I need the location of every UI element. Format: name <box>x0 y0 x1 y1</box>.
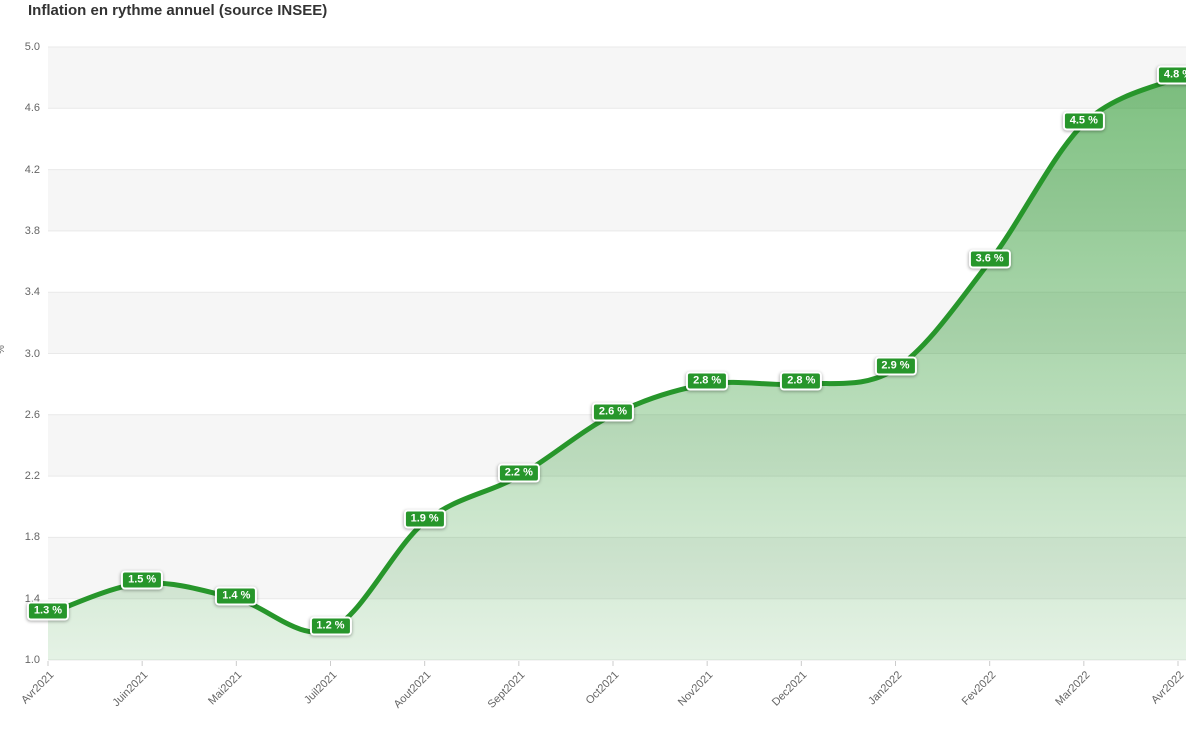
y-axis-tick-label: 3.8 <box>24 224 40 237</box>
data-label: 2.6 % <box>591 402 635 422</box>
data-label: 1.9 % <box>403 509 446 529</box>
data-label: 2.2 % <box>497 463 540 483</box>
data-label: 4.5 % <box>1062 111 1105 131</box>
data-label: 1.5 % <box>121 570 164 590</box>
plot-band <box>48 169 1186 231</box>
y-axis-tick-label: 5.0 <box>24 41 40 53</box>
data-label: 1.4 % <box>215 586 258 606</box>
y-axis-tick-label: 3.0 <box>24 347 40 360</box>
data-label: 2.9 % <box>874 356 917 376</box>
chart-canvas[interactable] <box>0 0 1186 700</box>
y-axis-tick-label: 2.6 <box>24 408 40 421</box>
plot-band <box>48 47 1186 109</box>
data-label: 4.8 % <box>1156 65 1186 85</box>
y-axis-tick-label: 3.4 <box>24 286 40 299</box>
y-axis-tick-label: 4.2 <box>24 163 40 176</box>
y-axis-tick-label: 2.2 <box>24 470 40 483</box>
area-fill <box>48 77 1186 660</box>
data-label: 1.3 % <box>26 601 70 621</box>
y-axis-tick-label: 1.0 <box>24 654 40 666</box>
chart-title: Inflation en rythme annuel (source INSEE… <box>28 2 328 19</box>
y-axis-tick-label: 1.8 <box>24 531 40 544</box>
data-label: 2.8 % <box>780 371 823 391</box>
data-label: 3.6 % <box>968 249 1011 269</box>
data-label: 2.8 % <box>686 371 729 391</box>
data-label: 1.2 % <box>309 616 352 636</box>
y-axis-tick-label: 4.6 <box>24 102 40 115</box>
